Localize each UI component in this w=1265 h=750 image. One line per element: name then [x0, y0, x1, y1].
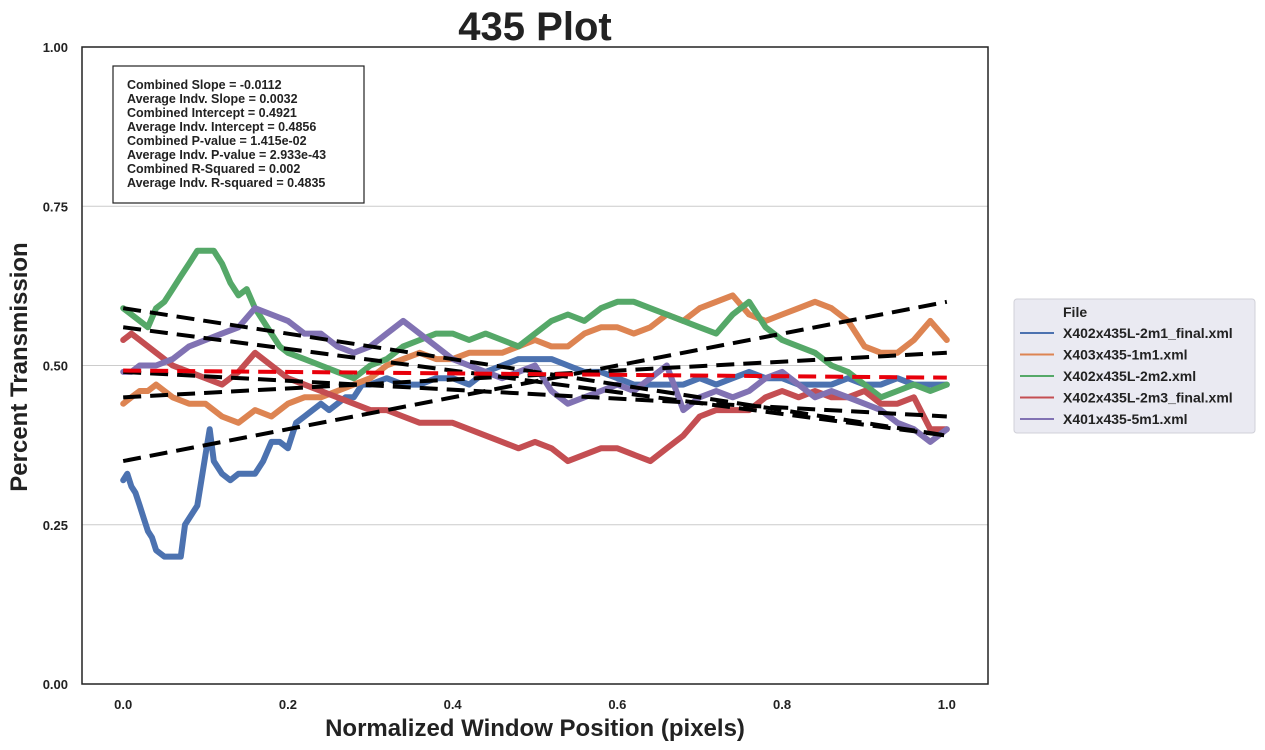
stat-combined-pvalue: Combined P-value = 1.415e-02: [127, 134, 307, 148]
y-axis-ticks: 0.00 0.25 0.50 0.75 1.00: [43, 40, 68, 692]
x-tick-label: 1.0: [938, 697, 956, 712]
stat-combined-slope: Combined Slope = -0.0112: [127, 78, 282, 92]
series-line-3: [120, 247, 950, 401]
legend-label: X402x435L-2m3_final.xml: [1063, 390, 1233, 406]
combined-fit-line: [123, 368, 947, 380]
y-tick-label: 0.25: [43, 518, 68, 533]
y-tick-label: 0.75: [43, 199, 68, 214]
y-tick-label: 0.00: [43, 677, 68, 692]
stats-box: Combined Slope = -0.0112 Average Indv. S…: [112, 65, 365, 204]
x-axis-ticks: 0.0 0.2 0.4 0.6 0.8 1.0: [114, 697, 956, 712]
fit-layer: [122, 299, 948, 464]
stat-avg-slope: Average Indv. Slope = 0.0032: [127, 92, 298, 106]
stats-box-frame: [112, 65, 365, 204]
y-tick-label: 1.00: [43, 40, 68, 55]
x-tick-label: 0.4: [444, 697, 463, 712]
y-axis-label: Percent Transmission: [6, 242, 33, 491]
series-layer: [120, 247, 950, 560]
series-line-2: [120, 292, 950, 426]
fit-line-5: [123, 369, 947, 419]
legend-label: X402x435L-2m1_final.xml: [1063, 325, 1233, 341]
stat-avg-pvalue: Average Indv. P-value = 2.933e-43: [127, 148, 326, 162]
x-tick-label: 0.8: [773, 697, 791, 712]
x-tick-label: 0.2: [279, 697, 297, 712]
y-tick-label: 0.50: [43, 359, 68, 374]
fit-line-3: [122, 306, 948, 438]
legend-items: X402x435L-2m1_final.xml X403x435-1m1.xml X…: [1020, 325, 1233, 427]
stat-combined-intercept: Combined Intercept = 0.4921: [127, 106, 297, 120]
plot-frame: [81, 46, 989, 685]
legend: File X402x435L-2m1_final.xml X403x435-1m1…: [1013, 298, 1256, 434]
legend-frame: [1013, 298, 1256, 434]
series-line-4: [120, 330, 950, 465]
stat-avg-intercept: Average Indv. Intercept = 0.4856: [127, 120, 316, 134]
legend-title: File: [1063, 304, 1087, 320]
x-tick-label: 0.0: [114, 697, 132, 712]
fit-line-4: [122, 325, 948, 438]
legend-label: X403x435-1m1.xml: [1063, 347, 1188, 363]
legend-label: X401x435-5m1.xml: [1063, 411, 1188, 427]
x-axis-label: Normalized Window Position (pixels): [325, 715, 745, 742]
legend-label: X402x435L-2m2.xml: [1063, 368, 1196, 384]
x-tick-label: 0.6: [608, 697, 626, 712]
stat-avg-rsquared: Average Indv. R-squared = 0.4835: [127, 176, 325, 190]
stat-combined-rsquared: Combined R-Squared = 0.002: [127, 162, 300, 176]
chart-title: 435 Plot: [458, 5, 611, 49]
